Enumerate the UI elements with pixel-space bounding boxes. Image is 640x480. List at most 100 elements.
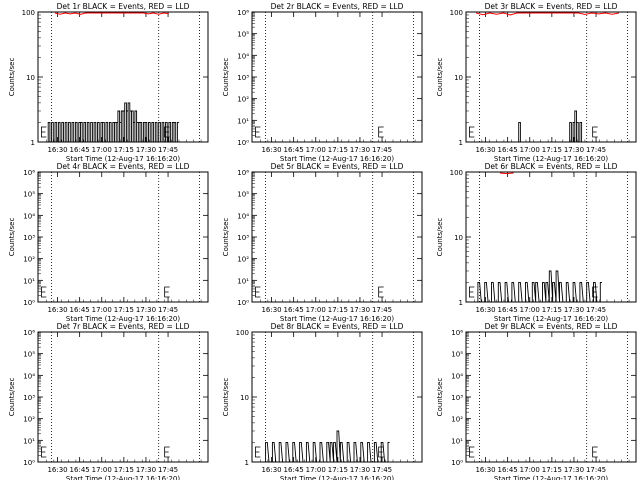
- error-marker: [592, 126, 598, 138]
- y-tick-label: 10⁴: [23, 372, 35, 380]
- y-tick-label: 10³: [23, 394, 35, 402]
- error-marker: [469, 286, 475, 298]
- y-tick-label: 1: [459, 299, 463, 307]
- error-marker: [469, 446, 475, 458]
- x-tick-label: 16:30: [47, 146, 67, 154]
- y-tick-label: 1: [245, 459, 249, 467]
- y-tick-label: 10¹: [23, 277, 35, 285]
- y-tick-label: 10¹: [451, 437, 463, 445]
- panel-title: Det 5r BLACK = Events, RED = LLD: [271, 162, 404, 171]
- y-axis-label: Counts/sec: [222, 58, 230, 97]
- y-tick-label: 1: [31, 139, 35, 147]
- panel-2: Det 2r BLACK = Events, RED = LLD 10⁰ 10¹ 10…: [222, 2, 423, 163]
- y-tick-label: 10¹: [237, 117, 249, 125]
- x-tick-label: 17:00: [520, 146, 540, 154]
- error-marker: [164, 286, 170, 298]
- x-tick-label: 16:45: [498, 466, 518, 474]
- x-axis-label: Start Time (12-Aug-17 16:16:20): [280, 315, 394, 323]
- y-tick-label: 10²: [237, 256, 249, 264]
- x-tick-label: 17:15: [328, 306, 348, 314]
- x-tick-label: 16:30: [261, 146, 281, 154]
- y-tick-label: 10⁵: [451, 351, 463, 359]
- y-tick-label: 10⁴: [451, 372, 463, 380]
- y-tick-label: 10⁵: [23, 191, 35, 199]
- error-marker: [592, 446, 598, 458]
- error-marker: [469, 126, 475, 138]
- error-marker: [255, 446, 261, 458]
- y-tick-label: 10⁰: [237, 139, 249, 147]
- error-marker: [255, 126, 261, 138]
- y-tick-label: 10⁵: [23, 351, 35, 359]
- x-tick-label: 16:45: [284, 466, 304, 474]
- y-tick-label: 10³: [237, 234, 249, 242]
- panel-title: Det 7r BLACK = Events, RED = LLD: [57, 322, 190, 331]
- y-tick-label: 10⁵: [237, 191, 249, 199]
- events-series: [474, 270, 602, 303]
- x-axis-label: Start Time (12-Aug-17 16:16:20): [280, 155, 394, 163]
- y-tick-label: 10⁵: [237, 31, 249, 39]
- x-tick-label: 17:45: [158, 146, 178, 154]
- x-axis-label: Start Time (12-Aug-17 16:16:20): [494, 475, 608, 480]
- x-tick-label: 17:45: [586, 306, 606, 314]
- x-tick-label: 17:45: [372, 146, 392, 154]
- y-tick-label: 10²: [451, 416, 463, 424]
- panel-6: Det 6r BLACK = Events, RED = LLD 1 10 100 Co…: [436, 162, 637, 323]
- plot-frame: [465, 331, 637, 463]
- panel-title: Det 1r BLACK = Events, RED = LLD: [57, 2, 190, 11]
- x-tick-label: 17:45: [586, 146, 606, 154]
- y-tick-label: 10⁰: [23, 459, 35, 467]
- y-tick-label: 10⁰: [23, 299, 35, 307]
- x-tick-label: 17:45: [158, 466, 178, 474]
- x-tick-label: 17:30: [564, 466, 584, 474]
- plot-frame: [251, 11, 423, 143]
- x-tick-label: 16:45: [70, 146, 90, 154]
- events-series: [262, 430, 390, 463]
- x-tick-label: 16:30: [47, 306, 67, 314]
- plot-frame: [251, 171, 423, 303]
- y-axis-label: Counts/sec: [8, 58, 16, 97]
- y-tick-label: 10⁰: [237, 299, 249, 307]
- y-tick-label: 10²: [23, 416, 35, 424]
- y-axis-label: Counts/sec: [222, 218, 230, 257]
- x-tick-label: 16:30: [475, 146, 495, 154]
- x-tick-label: 17:30: [350, 306, 370, 314]
- x-tick-label: 16:30: [261, 306, 281, 314]
- x-axis-label: Start Time (12-Aug-17 16:16:20): [494, 155, 608, 163]
- panel-title: Det 8r BLACK = Events, RED = LLD: [271, 322, 404, 331]
- x-tick-label: 17:15: [114, 306, 134, 314]
- x-tick-label: 17:30: [350, 466, 370, 474]
- x-tick-label: 16:45: [498, 306, 518, 314]
- events-series: [46, 102, 180, 143]
- panel-8: Det 8r BLACK = Events, RED = LLD 1 10 100 Co…: [222, 322, 423, 480]
- panel-title: Det 2r BLACK = Events, RED = LLD: [271, 2, 404, 11]
- x-tick-label: 17:30: [564, 146, 584, 154]
- x-tick-label: 17:30: [136, 306, 156, 314]
- error-marker: [255, 286, 261, 298]
- y-tick-label: 10⁶: [237, 169, 249, 177]
- y-tick-label: 10: [240, 394, 249, 402]
- x-tick-label: 17:45: [372, 466, 392, 474]
- x-tick-label: 17:00: [306, 146, 326, 154]
- x-tick-label: 16:30: [261, 466, 281, 474]
- x-tick-label: 17:00: [306, 466, 326, 474]
- x-axis-label: Start Time (12-Aug-17 16:16:20): [280, 475, 394, 480]
- x-tick-label: 17:30: [136, 466, 156, 474]
- x-axis-label: Start Time (12-Aug-17 16:16:20): [66, 155, 180, 163]
- y-tick-label: 10⁰: [451, 459, 463, 467]
- y-tick-label: 10³: [237, 74, 249, 82]
- y-tick-label: 10³: [23, 234, 35, 242]
- panel-4: Det 4r BLACK = Events, RED = LLD 10⁰ 10¹ 10…: [8, 162, 209, 323]
- y-axis-label: Counts/sec: [8, 378, 16, 417]
- y-tick-label: 10⁶: [451, 329, 463, 337]
- x-axis-label: Start Time (12-Aug-17 16:16:20): [494, 315, 608, 323]
- x-tick-label: 17:30: [350, 146, 370, 154]
- x-tick-label: 17:00: [92, 306, 112, 314]
- lld-series: [476, 12, 620, 16]
- y-tick-label: 10²: [237, 96, 249, 104]
- error-marker: [378, 286, 384, 298]
- x-tick-label: 17:30: [136, 146, 156, 154]
- panel-9: Det 9r BLACK = Events, RED = LLD 10⁰ 10¹ 10…: [436, 322, 637, 480]
- x-tick-label: 17:00: [306, 306, 326, 314]
- lld-series: [54, 12, 169, 15]
- y-tick-label: 100: [450, 169, 463, 177]
